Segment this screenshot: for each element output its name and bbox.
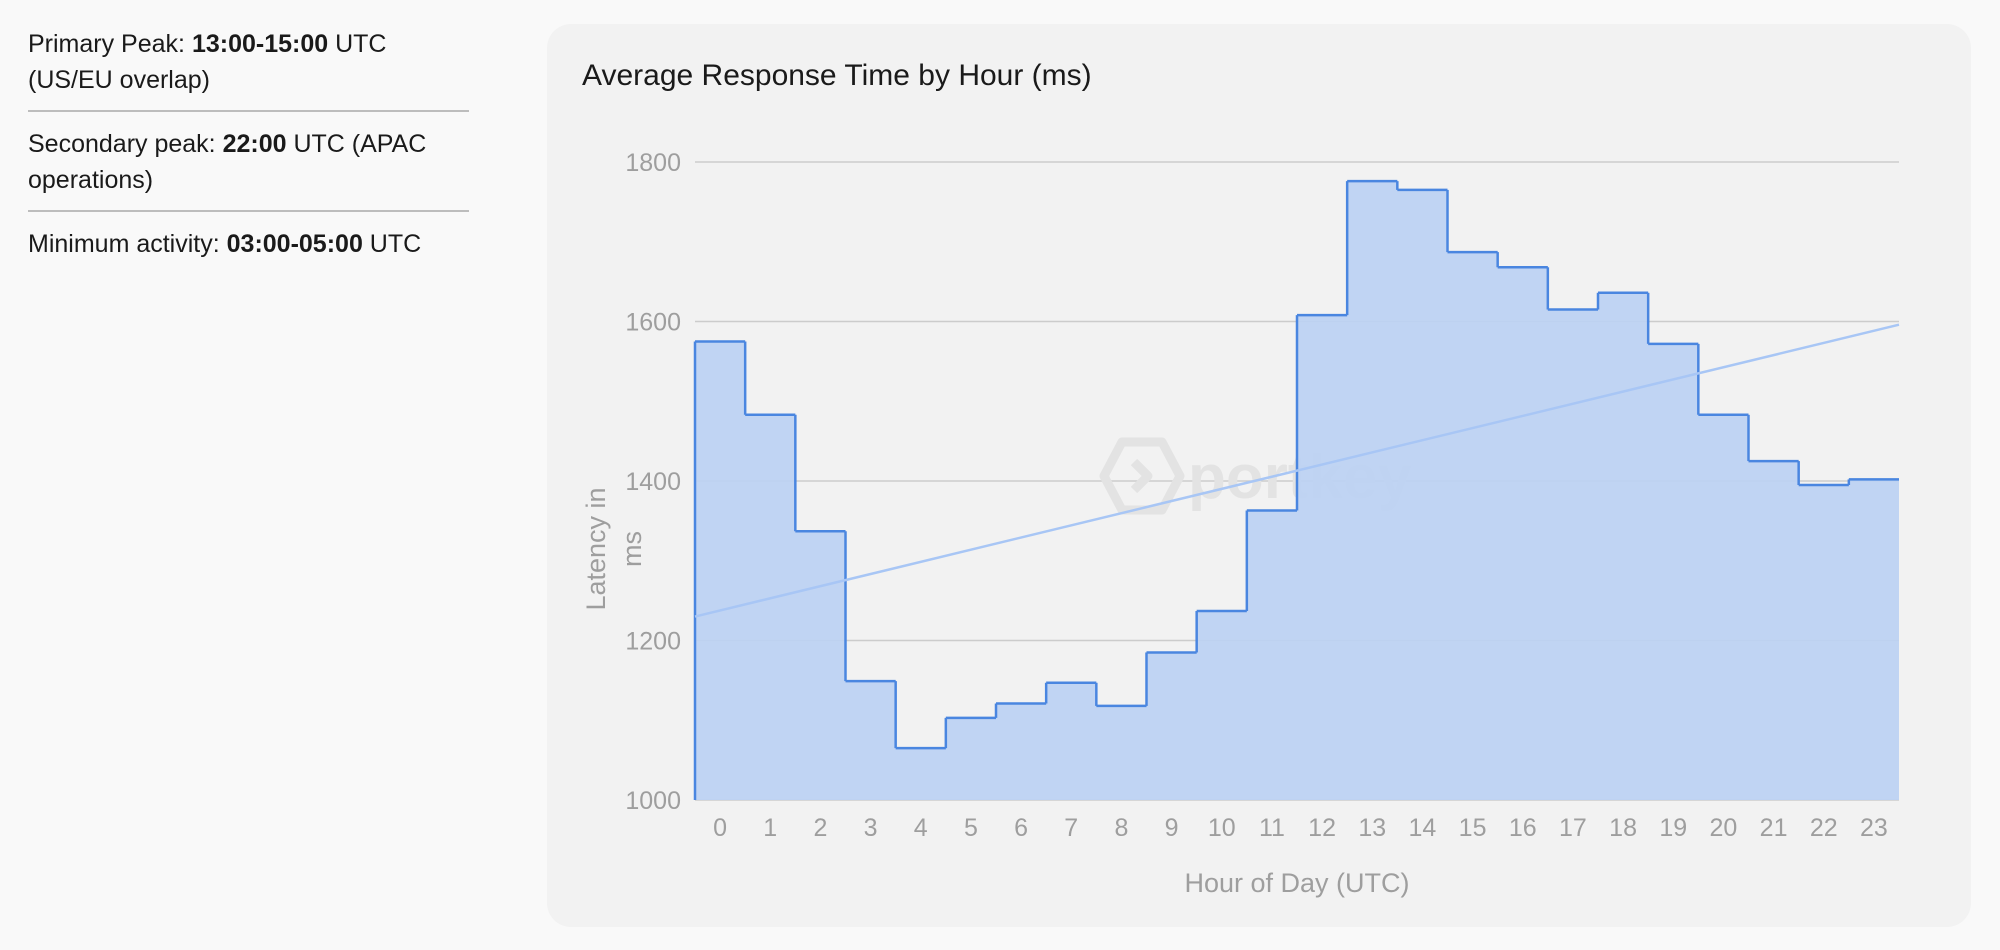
insight-value: 13:00-15:00 [191, 30, 329, 58]
x-tick-label: 5 [964, 814, 978, 842]
x-tick-label: 2 [813, 814, 827, 842]
x-tick-label: 18 [1609, 814, 1637, 842]
x-tick-label: 4 [914, 814, 928, 842]
x-tick-label: 6 [1014, 814, 1028, 842]
x-tick-label: 13 [1358, 814, 1386, 842]
insight-prefix: Secondary peak: [28, 130, 223, 158]
y-tick-label: 1200 [625, 628, 681, 656]
x-tick-label: 9 [1165, 814, 1179, 842]
x-tick-label: 19 [1659, 814, 1687, 842]
watermark-icon [1099, 437, 1185, 515]
insights-panel: Primary Peak: 13:00-15:00 UTC (US/EU ove… [28, 22, 469, 284]
x-tick-label: 16 [1509, 814, 1537, 842]
y-tick-label: 1600 [625, 309, 681, 337]
x-tick-label: 21 [1760, 814, 1788, 842]
y-tick-label: 1000 [625, 787, 681, 815]
x-tick-label: 12 [1308, 814, 1336, 842]
x-tick-label: 22 [1810, 814, 1838, 842]
x-tick-label: 8 [1114, 814, 1128, 842]
response-time-chart: 10001200140016001800portkey0123456789101… [581, 149, 1900, 898]
insight-minimum-activity: Minimum activity: 03:00-05:00 UTC [28, 222, 469, 274]
y-tick-label: 1800 [625, 149, 681, 177]
insight-prefix: Primary Peak: [28, 30, 192, 58]
insight-value: 22:00 [222, 130, 287, 158]
x-tick-label: 20 [1710, 814, 1738, 842]
x-tick-label: 23 [1860, 814, 1888, 842]
x-axis-label: Hour of Day (UTC) [1184, 868, 1409, 898]
x-tick-label: 1 [763, 814, 777, 842]
x-tick-label: 11 [1259, 814, 1285, 842]
y-axis-label: Latency in ms [581, 487, 647, 610]
insight-prefix: Minimum activity: [28, 230, 227, 258]
insight-suffix: UTC [362, 230, 422, 258]
x-tick-label: 17 [1559, 814, 1587, 842]
insight-secondary-peak: Secondary peak: 22:00 UTC (APAC operatio… [28, 122, 469, 212]
trendline [694, 323, 1900, 618]
x-tick-label: 15 [1459, 814, 1487, 842]
insight-primary-peak: Primary Peak: 13:00-15:00 UTC (US/EU ove… [28, 22, 469, 112]
x-tick-label: 3 [864, 814, 878, 842]
y-tick-label: 1400 [625, 468, 681, 496]
insight-suffix: UTC (US/EU overlap) [28, 30, 387, 94]
x-tick-label: 14 [1409, 814, 1437, 842]
chart-card: Average Response Time by Hour (ms) 1000 1… [547, 24, 1971, 927]
insight-suffix: UTC (APAC operations) [28, 130, 427, 194]
insight-value: 03:00-05:00 [226, 230, 363, 258]
x-tick-label: 10 [1208, 814, 1236, 842]
x-tick-label: 7 [1064, 814, 1078, 842]
x-tick-label: 0 [713, 814, 727, 842]
watermark-logo [1099, 437, 1185, 515]
chart-title: Average Response Time by Hour (ms) [582, 59, 1092, 92]
